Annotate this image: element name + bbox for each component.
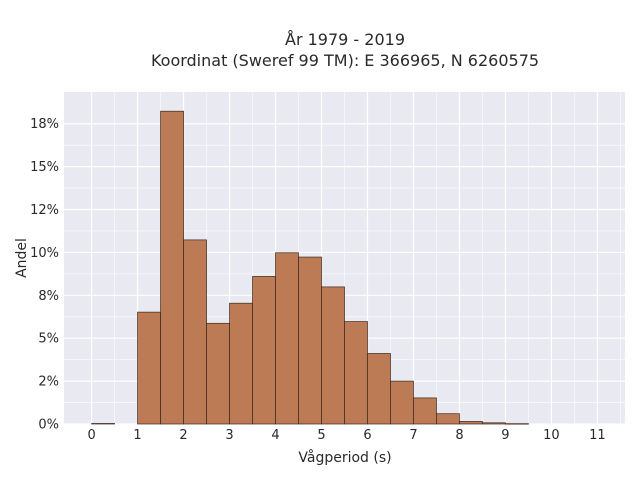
bars [91, 110, 529, 425]
x-tick-label: 7 [409, 428, 417, 443]
histogram-bar [413, 397, 437, 425]
x-tick-label: 6 [363, 428, 371, 443]
x-tick-label: 5 [317, 428, 325, 443]
histogram-bar [482, 422, 506, 425]
histogram-bar [436, 413, 460, 425]
y-tick-label: 10% [30, 246, 59, 261]
x-axis-ticks: 0 1 2 3 4 5 6 7 8 9 10 11 [87, 428, 605, 443]
x-tick-label: 1 [133, 428, 141, 443]
x-tick-label: 2 [179, 428, 187, 443]
y-tick-label: 0% [38, 418, 59, 433]
histogram-bar [275, 252, 299, 425]
histogram-bar [459, 421, 483, 425]
x-tick-label: 3 [225, 428, 233, 443]
x-tick-label: 0 [87, 428, 95, 443]
histogram-bar [298, 256, 322, 425]
histogram-bar [367, 353, 391, 425]
histogram-bar [229, 302, 253, 425]
y-tick-label: 5% [38, 332, 59, 347]
chart-subtitle: Koordinat (Sweref 99 TM): E 366965, N 62… [151, 51, 539, 70]
histogram-bar [344, 321, 368, 425]
x-tick-label: 8 [455, 428, 463, 443]
y-tick-label: 12% [30, 203, 59, 218]
histogram-bar [183, 239, 207, 425]
histogram-bar [505, 423, 529, 425]
x-tick-label: 4 [271, 428, 279, 443]
histogram-bar [321, 286, 345, 425]
y-axis-ticks: 0% 2% 5% 8% 10% 12% 15% 18% [30, 117, 59, 432]
histogram-bar [206, 322, 230, 425]
histogram-bar [160, 110, 184, 425]
y-axis-label: Andel [14, 238, 30, 278]
x-tick-label: 9 [501, 428, 509, 443]
y-tick-label: 2% [38, 375, 59, 390]
y-tick-label: 18% [30, 117, 59, 132]
x-tick-label: 10 [543, 428, 560, 443]
x-axis-label: Vågperiod (s) [298, 449, 391, 466]
histogram-bar [390, 380, 414, 425]
y-tick-label: 15% [30, 160, 59, 175]
y-tick-label: 8% [38, 289, 59, 304]
chart-title: År 1979 - 2019 [285, 30, 405, 49]
histogram-bar [252, 276, 276, 425]
histogram-bar [91, 423, 115, 425]
histogram-bar [137, 311, 161, 425]
x-tick-label: 11 [589, 428, 606, 443]
